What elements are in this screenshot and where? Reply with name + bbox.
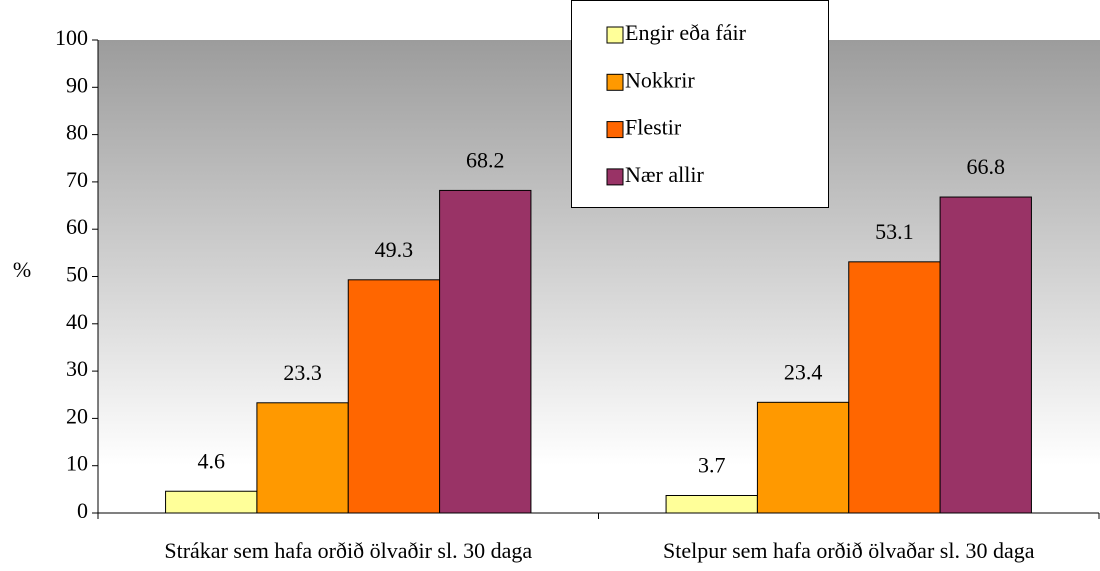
y-tick-label: 50 bbox=[66, 262, 88, 287]
legend-label: Flestir bbox=[625, 115, 682, 140]
x-tick-label: Strákar sem hafa orðið ölvaðir sl. 30 da… bbox=[164, 538, 532, 563]
x-tick-label: Stelpur sem hafa orðið ölvaðar sl. 30 da… bbox=[663, 538, 1035, 563]
bar bbox=[665, 494, 758, 514]
legend-swatch bbox=[606, 168, 624, 186]
bar bbox=[939, 196, 1032, 514]
y-tick-label: 0 bbox=[77, 498, 88, 523]
data-label: 49.3 bbox=[375, 237, 414, 262]
y-tick-label: 80 bbox=[66, 120, 88, 145]
bar bbox=[165, 490, 258, 514]
y-tick-label: 70 bbox=[66, 167, 88, 192]
y-tick-label: 20 bbox=[66, 403, 88, 428]
legend-label: Nær allir bbox=[625, 162, 704, 187]
legend-swatch bbox=[606, 121, 624, 139]
y-tick-label: 60 bbox=[66, 214, 88, 239]
bar bbox=[347, 279, 441, 514]
bar bbox=[439, 189, 532, 514]
data-label: 3.7 bbox=[698, 453, 726, 478]
data-label: 4.6 bbox=[197, 448, 225, 473]
y-axis-label: % bbox=[13, 257, 31, 282]
y-tick-label: 100 bbox=[55, 25, 88, 50]
data-label: 68.2 bbox=[466, 147, 505, 172]
legend-swatch bbox=[606, 73, 624, 91]
bar bbox=[848, 261, 941, 514]
data-label: 23.3 bbox=[283, 360, 322, 385]
data-label: 66.8 bbox=[967, 154, 1006, 179]
data-label: 53.1 bbox=[875, 219, 914, 244]
y-tick-label: 10 bbox=[66, 451, 88, 476]
bar bbox=[256, 402, 349, 514]
data-label: 23.4 bbox=[784, 359, 823, 384]
y-tick-label: 30 bbox=[66, 356, 88, 381]
legend-label: Nokkrir bbox=[625, 67, 695, 92]
legend-swatch bbox=[606, 26, 624, 44]
y-tick-label: 90 bbox=[66, 72, 88, 97]
bar bbox=[756, 401, 850, 514]
y-tick-label: 40 bbox=[66, 309, 88, 334]
legend-label: Engir eða fáir bbox=[625, 20, 747, 45]
